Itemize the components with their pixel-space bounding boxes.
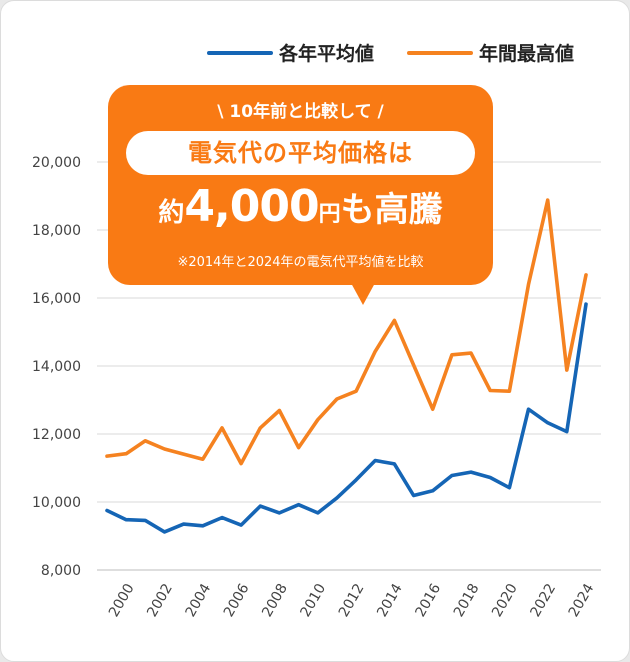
callout-headline: \ 10年前と比較して / — [217, 102, 384, 122]
y-axis: 8,000 10,000 12,000 14,000 16,000 18,000 20,00… — [32, 155, 81, 579]
callout-suffix: も高騰 — [340, 190, 443, 230]
y-tick-label: 18,000 — [32, 223, 81, 239]
callout-pill: 電気代の平均価格は — [126, 131, 475, 175]
legend-label: 各年平均値 — [278, 42, 374, 65]
x-tick-label: 2020 — [489, 581, 521, 620]
x-tick-label: 2014 — [374, 581, 406, 620]
callout-main: 約4,000円も高騰 — [108, 181, 493, 232]
callout-unit: 円 — [318, 202, 341, 227]
y-tick-label: 12,000 — [32, 427, 81, 443]
y-tick-label: 16,000 — [32, 291, 81, 307]
annotation-callout: \ 10年前と比較して / 電気代の平均価格は 約4,000円も高騰 ※2014… — [108, 85, 493, 305]
x-tick-label: 2016 — [413, 581, 445, 620]
series-lines — [105, 198, 588, 534]
x-tick-label: 2012 — [336, 581, 368, 620]
x-axis: 2000 2002 2004 2006 2008 2010 2012 2014 2016 2018… — [106, 581, 598, 620]
x-tick-label: 2002 — [144, 581, 176, 620]
y-tick-label: 14,000 — [32, 359, 81, 375]
callout-tail — [351, 283, 375, 305]
legend-label: 年間最高値 — [479, 42, 574, 65]
callout-prefix: 約 — [158, 198, 185, 228]
legend: 各年平均値 年間最高値 — [207, 42, 574, 65]
x-tick-label: 2004 — [183, 581, 215, 620]
series-line-average — [105, 302, 588, 534]
callout-box — [108, 85, 493, 285]
callout-note: ※2014年と2024年の電気代平均値を比較 — [177, 255, 424, 270]
x-tick-label: 2000 — [106, 581, 138, 620]
callout-amount: 4,000 — [184, 181, 319, 232]
y-tick-label: 20,000 — [32, 155, 81, 171]
x-tick-label: 2008 — [259, 581, 291, 620]
x-tick-label: 2022 — [527, 581, 559, 620]
x-tick-label: 2018 — [451, 581, 483, 620]
x-tick-label: 2010 — [298, 581, 330, 620]
x-tick-label: 2006 — [221, 581, 253, 620]
series-line-max — [105, 198, 588, 466]
y-tick-label: 10,000 — [32, 495, 81, 511]
x-tick-label: 2024 — [566, 581, 598, 620]
y-tick-label: 8,000 — [41, 563, 81, 579]
